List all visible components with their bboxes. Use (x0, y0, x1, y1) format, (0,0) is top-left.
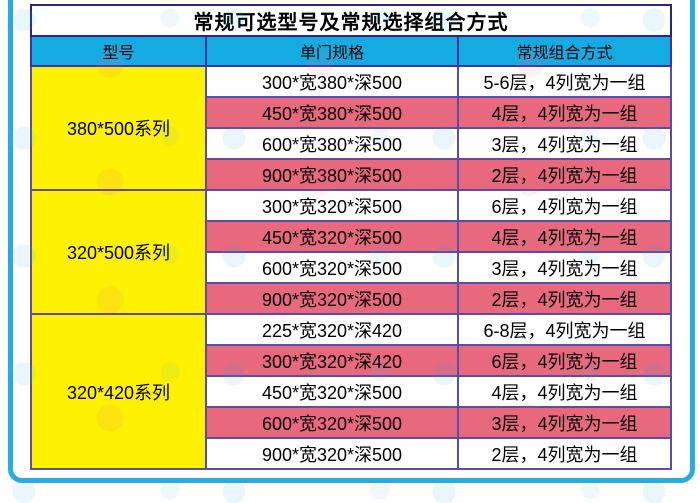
combo-cell: 5-6层，4列宽为一组 (456, 65, 673, 98)
column-header-combination: 常规组合方式 (456, 35, 673, 67)
spec-cell: 600*宽320*深500 (205, 251, 459, 284)
combo-cell: 4层，4列宽为一组 (456, 375, 673, 408)
table-row: 380*500系列 300*宽380*深500 5-6层，4列宽为一组 (30, 65, 673, 191)
table-row: 600*宽320*深500 3层，4列宽为一组 (31, 251, 673, 284)
combo-cell: 6-8层，4列宽为一组 (456, 313, 673, 346)
spec-cell: 450*宽320*深500 (205, 220, 459, 253)
combo-cell: 4层，4列宽为一组 (456, 96, 673, 129)
spec-cell: 450*宽380*深500 (205, 96, 459, 129)
table-row: 320*500系列 300*宽320*深500 6层，4列宽为一组 (30, 189, 673, 315)
table-row: 320*420系列 225*宽320*深420 6-8层，4列宽为一组 (30, 313, 673, 470)
spec-cell: 225*宽320*深420 (205, 313, 459, 346)
header-row: 型号 单门规格 常规组合方式 (30, 35, 673, 67)
combo-cell: 2层，4列宽为一组 (456, 282, 673, 315)
combo-cell: 3层，4列宽为一组 (456, 127, 673, 160)
spec-cell: 300*宽320*深420 (205, 344, 459, 377)
table-row: 900*宽320*深500 2层，4列宽为一组 (31, 437, 673, 470)
combo-cell: 3层，4列宽为一组 (456, 406, 673, 439)
spec-cell: 900*宽320*深500 (205, 437, 459, 470)
spec-cell: 900*宽320*深500 (205, 282, 459, 315)
combo-cell: 3层，4列宽为一组 (456, 251, 673, 284)
combo-cell: 6层，4列宽为一组 (456, 189, 673, 222)
model-cell-380-500: 380*500系列 (30, 65, 207, 191)
combo-cell: 6层，4列宽为一组 (456, 344, 673, 377)
table-row: 450*宽380*深500 4层，4列宽为一组 (31, 96, 673, 129)
table-row: 600*宽380*深500 3层，4列宽为一组 (31, 127, 673, 160)
model-cell-320-500: 320*500系列 (30, 189, 207, 315)
spec-cell: 450*宽320*深500 (205, 375, 459, 408)
table-row: 450*宽320*深500 4层，4列宽为一组 (31, 375, 673, 408)
table-row: 900*宽320*深500 2层，4列宽为一组 (31, 282, 673, 315)
combo-cell: 2层，4列宽为一组 (456, 437, 673, 470)
table-row: 450*宽320*深500 4层，4列宽为一组 (31, 220, 673, 253)
spec-cell: 300*宽380*深500 (205, 65, 459, 98)
table-row: 300*宽320*深420 6层，4列宽为一组 (31, 344, 673, 377)
column-header-model: 型号 (30, 35, 207, 67)
combo-cell: 2层，4列宽为一组 (456, 158, 673, 191)
column-header-door-spec: 单门规格 (205, 35, 459, 67)
spec-cell: 600*宽320*深500 (205, 406, 459, 439)
spec-cell: 600*宽380*深500 (205, 127, 459, 160)
spec-cell: 300*宽320*深500 (205, 189, 459, 222)
table-row: 900*宽380*深500 2层，4列宽为一组 (31, 158, 673, 191)
combo-cell: 4层，4列宽为一组 (456, 220, 673, 253)
spec-cell: 900*宽380*深500 (205, 158, 459, 191)
spec-table: 常规可选型号及常规选择组合方式 型号 单门规格 常规组合方式 380*500系列… (29, 4, 673, 470)
model-cell-320-420: 320*420系列 (30, 313, 207, 470)
table-row: 600*宽320*深500 3层，4列宽为一组 (31, 406, 673, 439)
title-row: 常规可选型号及常规选择组合方式 (29, 4, 673, 37)
table-title: 常规可选型号及常规选择组合方式 (29, 4, 673, 37)
